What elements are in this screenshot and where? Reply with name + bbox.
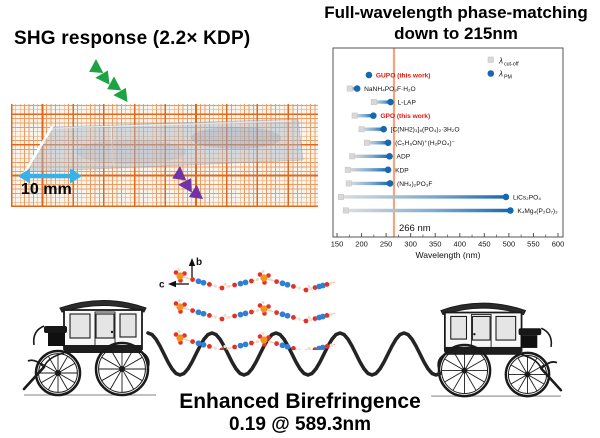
crystal-sample (23, 118, 304, 174)
svg-text:(C₅H₆ON)⁺(H₂PO₄)⁻: (C₅H₆ON)⁺(H₂PO₄)⁻ (395, 140, 456, 147)
svg-text:c: c (159, 280, 165, 291)
svg-text:GPO (this work): GPO (this work) (380, 113, 430, 120)
svg-text:266 nm: 266 nm (399, 223, 431, 234)
svg-text:L-LAP: L-LAP (398, 100, 417, 107)
crystal-structure-diagram: bc (159, 257, 337, 350)
svg-text:[C(NH2)₃]₆(PO₄)₂·3H₂O: [C(NH2)₃]₆(PO₄)₂·3H₂O (391, 127, 460, 134)
carriage-illustration-left (22, 300, 156, 397)
scale-double-arrow-icon (18, 168, 82, 184)
svg-text:b: b (196, 257, 202, 268)
carriage-illustration-right (431, 302, 563, 398)
sine-wave-connector (146, 331, 442, 377)
svg-text:KDP: KDP (395, 167, 409, 174)
svg-text:150: 150 (331, 240, 344, 249)
shg-response-title: SHG response (2.2× KDP) (14, 28, 251, 49)
scale-label: 10 mm (21, 181, 72, 198)
crystal-photo (11, 104, 318, 207)
birefringence-caption: Enhanced Birefringence (179, 390, 421, 413)
svg-text:550: 550 (527, 240, 540, 249)
green-zigzag-wave-arrow-icon (89, 59, 128, 102)
svg-text:400: 400 (454, 240, 467, 249)
svg-text:Wavelength (nm): Wavelength (nm) (415, 250, 480, 260)
svg-text:500: 500 (503, 240, 516, 249)
svg-text:450: 450 (478, 240, 491, 249)
purple-zigzag-wave-arrow-icon (172, 166, 204, 200)
svg-text:250: 250 (380, 240, 393, 249)
phase-matching-title: Full-wavelength phase-matching down to 2… (312, 2, 600, 44)
birefringence-value: 0.19 @ 589.3nm (228, 414, 372, 435)
svg-text:ADP: ADP (397, 154, 411, 161)
svg-text:λPM: λPM (498, 70, 512, 81)
svg-text:200: 200 (355, 240, 368, 249)
svg-text:300: 300 (404, 240, 417, 249)
svg-text:LiCs₂PO₄: LiCs₂PO₄ (513, 194, 541, 201)
phase-matching-chart: GUPO (this work) NaNH₄PO₃F·H₂O L-LAP GPO (t… (331, 47, 565, 260)
svg-text:600: 600 (552, 240, 565, 249)
phase-matching-title-line1: Full-wavelength phase-matching (324, 3, 588, 22)
svg-text:(NH₄)₂PO₃F: (NH₄)₂PO₃F (397, 181, 432, 188)
svg-text:GUPO (this work): GUPO (this work) (376, 72, 431, 79)
svg-text:K₄Mg₄(P₂O₇)₃: K₄Mg₄(P₂O₇)₃ (517, 208, 558, 215)
phase-matching-title-line2: down to 215nm (394, 24, 518, 43)
svg-text:λcut-off: λcut-off (498, 57, 519, 68)
svg-text:350: 350 (429, 240, 442, 249)
svg-text:NaNH₄PO₃F·H₂O: NaNH₄PO₃F·H₂O (364, 86, 416, 93)
